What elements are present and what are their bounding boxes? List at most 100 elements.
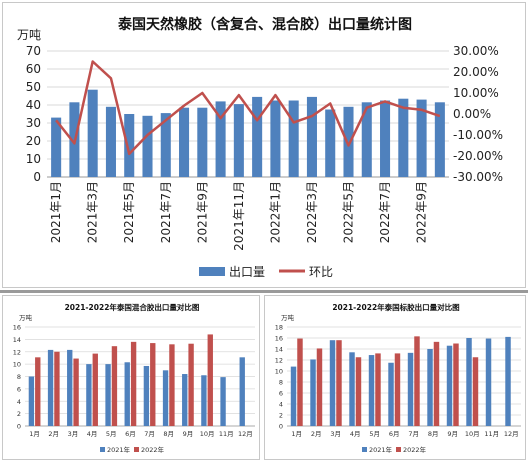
bar-export — [124, 114, 135, 177]
bar-export — [142, 115, 153, 177]
bar-2022 — [54, 351, 60, 426]
legend-swatch-2021 — [362, 447, 367, 452]
legend-label-export: 出口量 — [229, 265, 265, 279]
std-y-unit-label: 万吨 — [281, 313, 295, 322]
bar-2021 — [105, 364, 111, 426]
x-tick-label: 5月 — [369, 430, 380, 438]
bar-2022 — [92, 353, 98, 426]
bar-2022 — [207, 334, 213, 426]
y-right-tick-label: 0.00% — [453, 107, 491, 121]
y-tick-label: 14 — [275, 346, 283, 354]
bar-export — [160, 113, 171, 177]
panel-separator — [0, 290, 528, 293]
bar-2022 — [336, 340, 342, 426]
bar-export — [197, 107, 208, 177]
bar-2021 — [505, 336, 511, 426]
std-rubber-chart: 2021-2022年泰国标胶出口量对比图 万吨 0 2 4 6 8 10 12 14 16 18 1… — [275, 302, 521, 454]
y-right-tick-label: 10.00% — [453, 86, 499, 100]
bar-2022 — [472, 357, 479, 426]
legend-label-2022: 2022年 — [141, 445, 165, 454]
bar-2021 — [427, 349, 433, 426]
y-tick-label: 8 — [279, 379, 283, 387]
y-right-tick-label: 30.00% — [453, 44, 499, 58]
bar-export — [105, 106, 116, 177]
y-tick-label: 4 — [279, 401, 283, 409]
y-right-tick-label: 20.00% — [453, 65, 499, 79]
x-tick-label: 3月 — [68, 430, 79, 438]
bar-2021 — [310, 359, 316, 426]
bar-2022 — [316, 348, 323, 426]
y-right-tick-label: -20.00% — [453, 149, 503, 163]
y-tick-label: 8 — [17, 373, 21, 381]
x-tick-label: 2021年1月 — [49, 181, 63, 243]
y-tick-label: 10 — [13, 361, 21, 369]
x-tick-label: 8月 — [163, 430, 174, 438]
legend-swatch-2021 — [100, 447, 105, 452]
x-tick-label: 12月 — [238, 430, 253, 438]
bar-export — [215, 101, 226, 177]
main-plot-area: 0 10 20 30 40 50 60 70 -30.00% -20.00% -10.00% 0.00… — [26, 44, 503, 251]
bar-2022 — [394, 353, 401, 426]
legend-swatch-2022 — [134, 447, 139, 452]
bar-export — [306, 96, 317, 177]
bar-export — [398, 98, 409, 177]
bar-2022 — [433, 341, 440, 426]
bar-export — [343, 106, 354, 177]
y-left-tick-label: 10 — [26, 152, 41, 166]
bar-export — [51, 117, 62, 177]
y-tick-label: 0 — [279, 423, 283, 431]
x-tick-label: 6月 — [125, 430, 136, 438]
bar-2022 — [414, 336, 420, 426]
bar-2021 — [485, 338, 492, 426]
bar-2022 — [453, 343, 459, 426]
legend-swatch-2022 — [396, 447, 401, 452]
bar-export — [87, 89, 98, 177]
y-tick-label: 10 — [275, 368, 283, 376]
bar-2022 — [150, 343, 156, 426]
bar-2022 — [297, 338, 303, 426]
x-tick-label: 2022年7月 — [378, 181, 392, 243]
bar-2021 — [67, 349, 73, 426]
x-tick-label: 1月 — [29, 430, 40, 438]
x-tick-label: 11月 — [219, 430, 234, 438]
y-tick-label: 6 — [17, 385, 21, 393]
mixed-chart-title: 2021-2022年泰国混合胶出口量对比图 — [65, 302, 200, 312]
main-chart: 泰国天然橡胶（含复合、混合胶）出口量统计图 万吨 0 10 20 30 40 50 60 70… — [17, 16, 503, 279]
bar-2021 — [86, 364, 92, 426]
legend-label-mom: 环比 — [309, 265, 333, 279]
mixed-legend: 2021年 2022年 — [100, 445, 165, 454]
bar-2021 — [368, 355, 375, 426]
main-chart-title: 泰国天然橡胶（含复合、混合胶）出口量统计图 — [117, 16, 412, 33]
bar-export — [361, 102, 372, 177]
bar-2022 — [73, 358, 79, 426]
x-tick-label: 11月 — [484, 430, 499, 438]
x-tick-label: 5月 — [106, 430, 117, 438]
y-left-tick-label: 0 — [33, 170, 41, 184]
x-tick-label: 2月 — [311, 430, 322, 438]
bar-2021 — [407, 352, 414, 426]
legend-label-2021: 2021年 — [369, 445, 393, 454]
y-tick-label: 12 — [13, 348, 21, 356]
x-tick-label: 2021年7月 — [159, 181, 173, 243]
mixed-rubber-chart: 2021-2022年泰国混合胶出口量对比图 万吨 0 2 4 6 8 10 12 14 16 1月… — [13, 302, 255, 454]
y-left-tick-label: 30 — [26, 116, 41, 130]
bar-2022 — [35, 357, 41, 426]
x-tick-label: 4月 — [350, 430, 361, 438]
y-tick-label: 6 — [279, 390, 283, 398]
bar-2021 — [446, 345, 453, 426]
legend-swatch-export — [199, 267, 225, 276]
bar-export — [270, 100, 281, 177]
std-rubber-chart-panel: 2021-2022年泰国标胶出口量对比图 万吨 0 2 4 6 8 10 12 14 16 18 1… — [264, 295, 526, 460]
main-y-unit-label: 万吨 — [17, 28, 41, 42]
x-tick-label: 2021年5月 — [122, 181, 136, 243]
bar-2021 — [388, 362, 394, 426]
x-tick-label: 3月 — [330, 430, 341, 438]
bar-2021 — [201, 375, 207, 426]
bar-2021 — [182, 374, 188, 426]
bar-2021 — [220, 377, 226, 426]
bar-2021 — [349, 352, 355, 426]
x-tick-label: 9月 — [183, 430, 194, 438]
x-tick-label: 12月 — [504, 430, 519, 438]
y-left-tick-label: 50 — [26, 80, 41, 94]
bar-2022 — [111, 346, 118, 426]
